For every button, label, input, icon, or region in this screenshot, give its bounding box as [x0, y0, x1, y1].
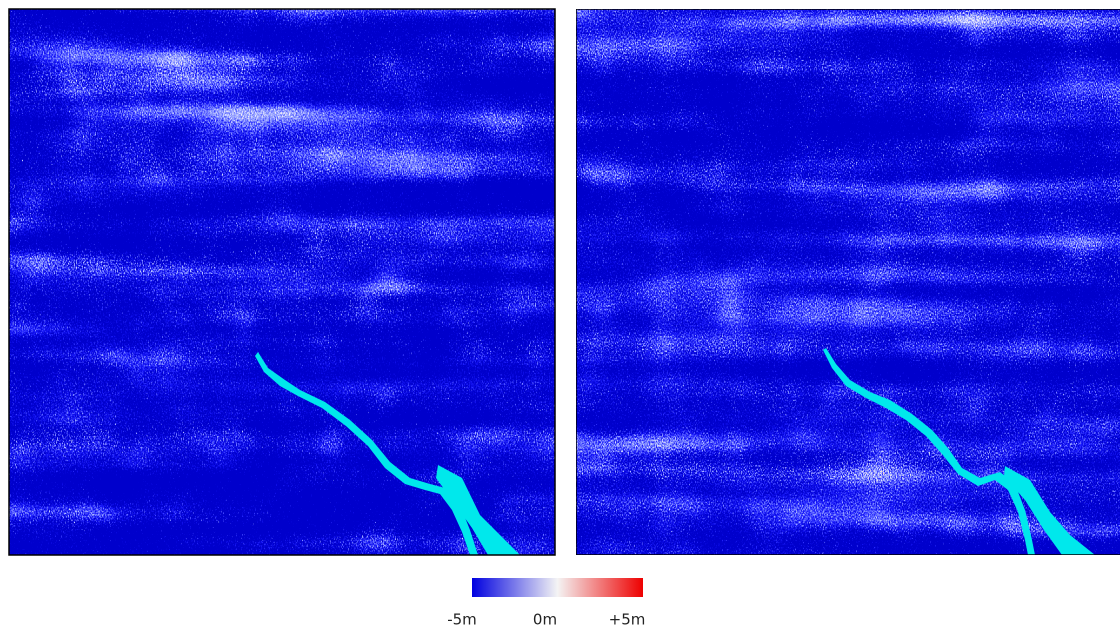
- colorbar-label: 0m: [533, 611, 557, 629]
- colorbar-label: -5m: [447, 611, 477, 629]
- river-right-wide: [1004, 466, 1095, 555]
- left-map: [8, 8, 556, 556]
- map-right-texture: [576, 9, 1120, 555]
- colorbar-label: +5m: [609, 611, 646, 629]
- map-left-texture: [9, 9, 555, 555]
- map-left-frame: [8, 8, 556, 556]
- river-left-wide: [436, 465, 520, 555]
- colorbar: [472, 578, 643, 597]
- right-map: [576, 9, 1120, 555]
- river-right: [823, 348, 1035, 555]
